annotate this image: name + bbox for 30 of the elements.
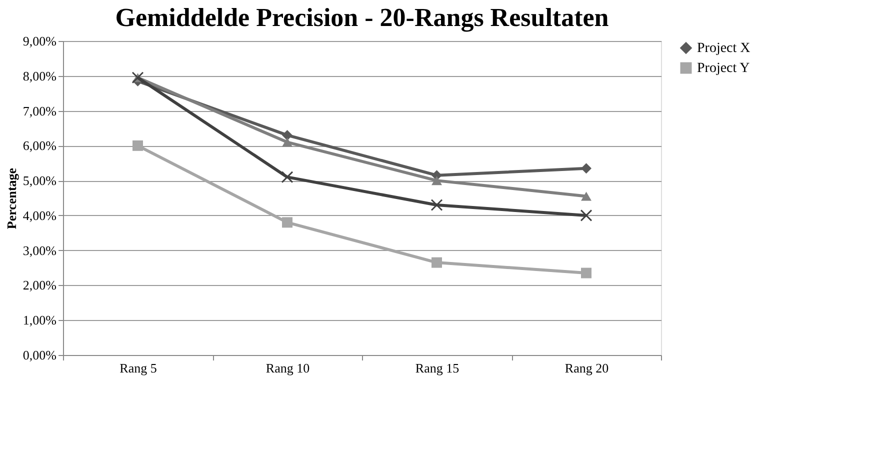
y-tick-label: 5,00% bbox=[22, 173, 57, 188]
x-tick-label: Rang 20 bbox=[564, 360, 609, 376]
point bbox=[282, 130, 292, 140]
point bbox=[282, 217, 292, 228]
y-tick-label: 4,00% bbox=[22, 208, 57, 223]
point bbox=[132, 140, 143, 151]
point bbox=[430, 198, 443, 211]
point bbox=[432, 257, 442, 268]
legend-label: Project Y bbox=[697, 61, 750, 76]
y-tick-label: 1,00% bbox=[22, 312, 57, 328]
point bbox=[281, 171, 294, 184]
point bbox=[581, 268, 592, 278]
point bbox=[581, 192, 592, 201]
y-tick-label: 7,00% bbox=[22, 103, 57, 118]
point bbox=[580, 209, 592, 222]
y-tick-label: 2,00% bbox=[22, 278, 57, 293]
y-tick-label: 9,00% bbox=[22, 34, 57, 48]
legend-label: Project X bbox=[697, 41, 750, 56]
x-tick-label: Rang 10 bbox=[266, 360, 310, 376]
y-tick-label: 0,00% bbox=[22, 348, 57, 362]
x-tick-label: Rang 15 bbox=[415, 360, 460, 376]
point bbox=[432, 176, 442, 186]
y-tick-label: 6,00% bbox=[22, 138, 57, 154]
point bbox=[282, 138, 292, 147]
chart-title: Gemiddelde Precision - 20-Rangs Resultaten bbox=[115, 3, 610, 32]
y-tick-label: 8,00% bbox=[22, 68, 57, 84]
y-tick-label: 3,00% bbox=[22, 242, 57, 258]
y-axis-title: Percentage bbox=[4, 168, 19, 230]
point bbox=[581, 163, 592, 174]
x-tick-label: Rang 5 bbox=[120, 360, 157, 376]
